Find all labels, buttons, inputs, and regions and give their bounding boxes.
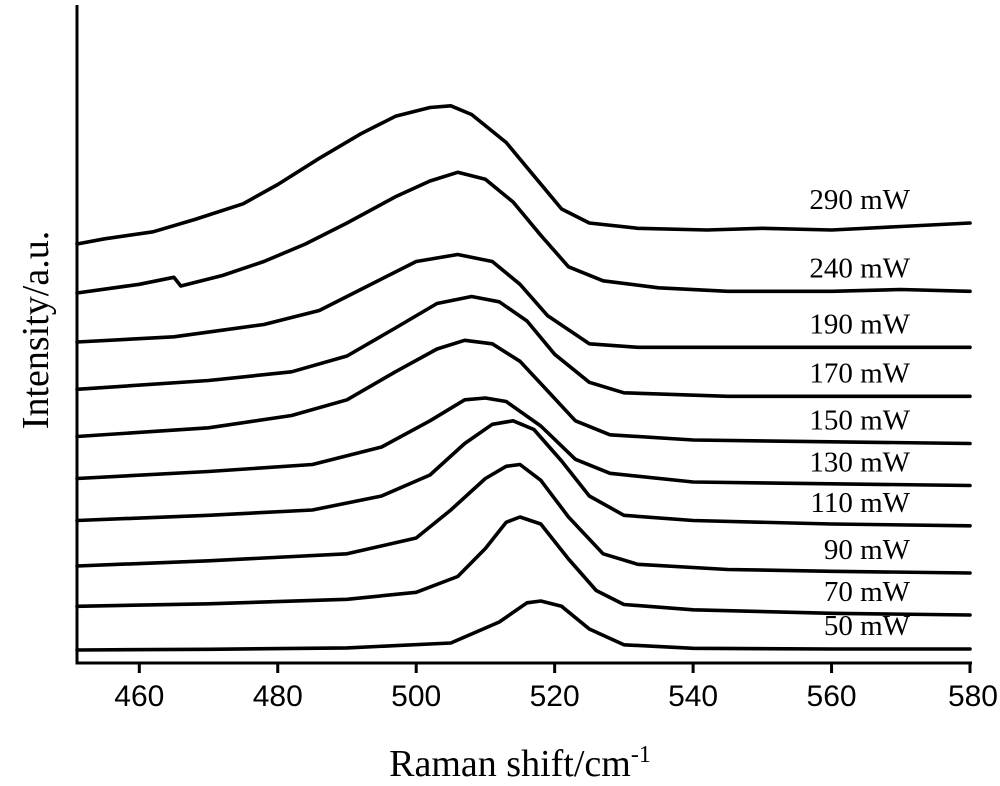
series-label: 110 mW (810, 487, 910, 519)
x-tick-label: 540 (668, 680, 718, 713)
series-label: 170 mW (809, 357, 910, 389)
series-label: 190 mW (809, 308, 910, 340)
series-line (75, 462, 972, 575)
plot-area (75, 104, 972, 652)
series-line (75, 170, 972, 295)
series-label: 240 mW (809, 252, 910, 284)
series-line (75, 396, 972, 488)
x-axis-title-superscript: -1 (631, 742, 651, 768)
series-line (75, 104, 972, 246)
x-tick-label: 500 (391, 680, 441, 713)
series-label: 90 mW (824, 534, 911, 566)
series-line (75, 515, 972, 617)
series-label: 290 mW (809, 184, 910, 216)
x-axis-ticks: 460 480 500 520 540 560 580 (114, 663, 998, 713)
x-tick-label: 520 (530, 680, 580, 713)
series-label: 150 mW (809, 405, 910, 437)
x-tick-label: 460 (114, 680, 164, 713)
x-tick-label: 560 (807, 680, 857, 713)
x-axis-title: Raman shift/cm-1 (389, 742, 651, 785)
series-line (75, 599, 972, 652)
series-line (75, 294, 972, 399)
x-tick-label: 480 (253, 680, 303, 713)
x-tick-label: 580 (948, 680, 998, 713)
series-line (75, 419, 972, 528)
y-axis-title: Intensity/a.u. (15, 231, 57, 429)
series-line (75, 338, 972, 446)
series-line (75, 252, 972, 350)
series-label: 130 mW (809, 447, 910, 479)
series-label: 70 mW (824, 576, 911, 608)
series-label: 50 mW (824, 610, 911, 642)
